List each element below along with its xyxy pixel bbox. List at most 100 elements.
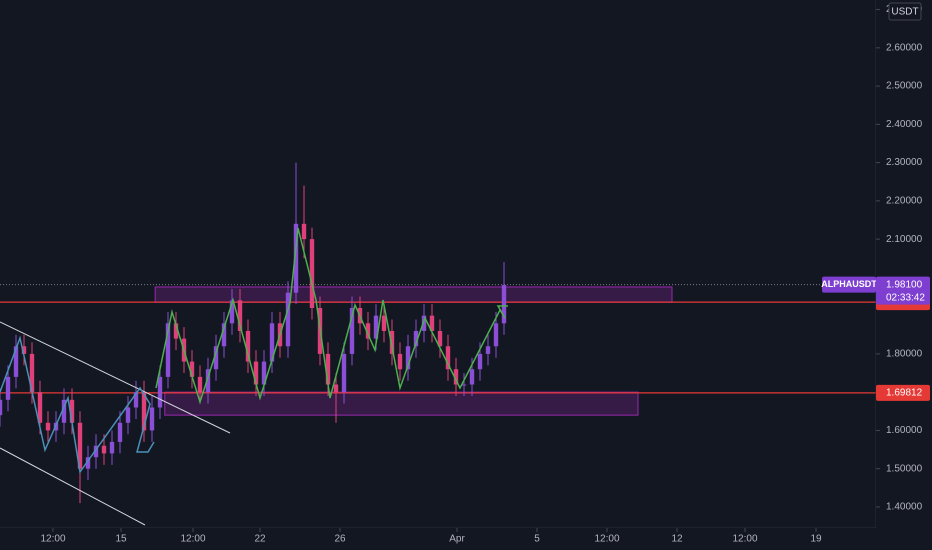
candle-body [5, 376, 11, 400]
candle-body [341, 353, 347, 393]
channel-line [0, 447, 146, 526]
candle-body [141, 392, 147, 431]
candle-body [269, 323, 275, 362]
zigzag [0, 335, 155, 474]
candle-body [389, 330, 395, 354]
candle-body [205, 369, 211, 393]
candle-body [413, 330, 419, 347]
candle-body [485, 346, 491, 354]
candle-body [477, 353, 483, 370]
candle-body [21, 346, 27, 354]
candle-body [237, 300, 243, 331]
candle-body [125, 407, 131, 423]
candle-body [157, 376, 163, 408]
x-tick-label: 22 [254, 534, 266, 545]
candle-body [165, 323, 171, 377]
x-tick-label: Apr [449, 534, 465, 545]
y-tick-label: 2.50000 [886, 81, 923, 92]
y-axis-bg [876, 0, 932, 550]
candle-body [493, 323, 499, 347]
x-tick-label: 15 [115, 534, 127, 545]
currency-label: USDT [891, 7, 918, 18]
x-tick-label: 12:00 [40, 534, 65, 545]
candle-body [117, 422, 123, 442]
channel-line [0, 321, 231, 434]
x-tick-label: 12:00 [594, 534, 619, 545]
candle-body [37, 392, 43, 423]
candle-body [325, 353, 331, 385]
candle-body [397, 353, 403, 370]
candle-body [0, 399, 3, 416]
candle-body [109, 441, 115, 454]
currency-badge [888, 2, 922, 21]
x-axis-bg [0, 528, 876, 550]
candle-body [285, 292, 291, 347]
candle-body [93, 445, 99, 458]
candle-body [229, 300, 235, 324]
candle-body [501, 285, 507, 324]
candle-body [461, 384, 467, 386]
candle-body [101, 445, 107, 454]
y-tick-label: 2.20000 [886, 196, 923, 207]
y-tick-label: 1.60000 [886, 425, 923, 436]
level-badge [876, 384, 930, 401]
candle-body [469, 369, 475, 385]
x-tick-label: 19 [810, 534, 822, 545]
level-label: 1.69812 [886, 388, 923, 399]
candle-body [69, 399, 75, 423]
candle-body [293, 223, 299, 293]
x-tick-label: 12:00 [732, 534, 757, 545]
y-tick-label: 1.80000 [886, 349, 923, 360]
candle-body [421, 315, 427, 331]
candle-body [445, 346, 451, 370]
candle-body [61, 399, 67, 423]
candle-body [189, 361, 195, 377]
candle-body [77, 422, 83, 469]
x-tick-label: 5 [534, 534, 540, 545]
candle-body [133, 392, 139, 408]
candle-body [213, 346, 219, 370]
y-tick-label: 2.40000 [886, 119, 923, 130]
price-badge [876, 276, 930, 305]
candle-body [149, 407, 155, 431]
y-tick-label: 1.40000 [886, 502, 923, 513]
y-tick-label: 2.30000 [886, 157, 923, 168]
candle-body [301, 223, 307, 240]
y-tick-label: 2.60000 [886, 42, 923, 53]
drawings [0, 227, 508, 526]
x-tick-label: 12:00 [180, 534, 205, 545]
candle-body [405, 346, 411, 370]
candle-body [437, 330, 443, 347]
candle-body [245, 330, 251, 362]
candle-body [381, 315, 387, 331]
candle-body [13, 346, 19, 377]
candle-body [429, 315, 435, 331]
candle-body [253, 361, 259, 385]
candle-body [197, 376, 203, 393]
y-tick-label: 1.50000 [886, 463, 923, 474]
candle-body [333, 384, 339, 393]
candle-body [221, 323, 227, 347]
x-tick-label: 26 [334, 534, 346, 545]
candle-body [29, 353, 35, 393]
price-label: 1.98100 [886, 279, 923, 290]
candle-body [349, 308, 355, 354]
candle-body [85, 457, 91, 469]
zigzag [155, 227, 508, 405]
candle-body [45, 422, 51, 431]
symbol-label: ALPHAUSDT [821, 279, 877, 289]
candle-body [453, 369, 459, 385]
zone [164, 391, 639, 416]
candle-body [365, 323, 371, 339]
x-tick-label: 12 [671, 534, 683, 545]
symbol-badge [822, 276, 876, 293]
plot-area [0, 162, 876, 504]
y-tick-label: 2.10000 [886, 234, 923, 245]
candle-body [309, 239, 315, 308]
candle-body [173, 323, 179, 339]
countdown-label: 02:33:42 [886, 292, 925, 303]
candle-body [373, 315, 379, 339]
